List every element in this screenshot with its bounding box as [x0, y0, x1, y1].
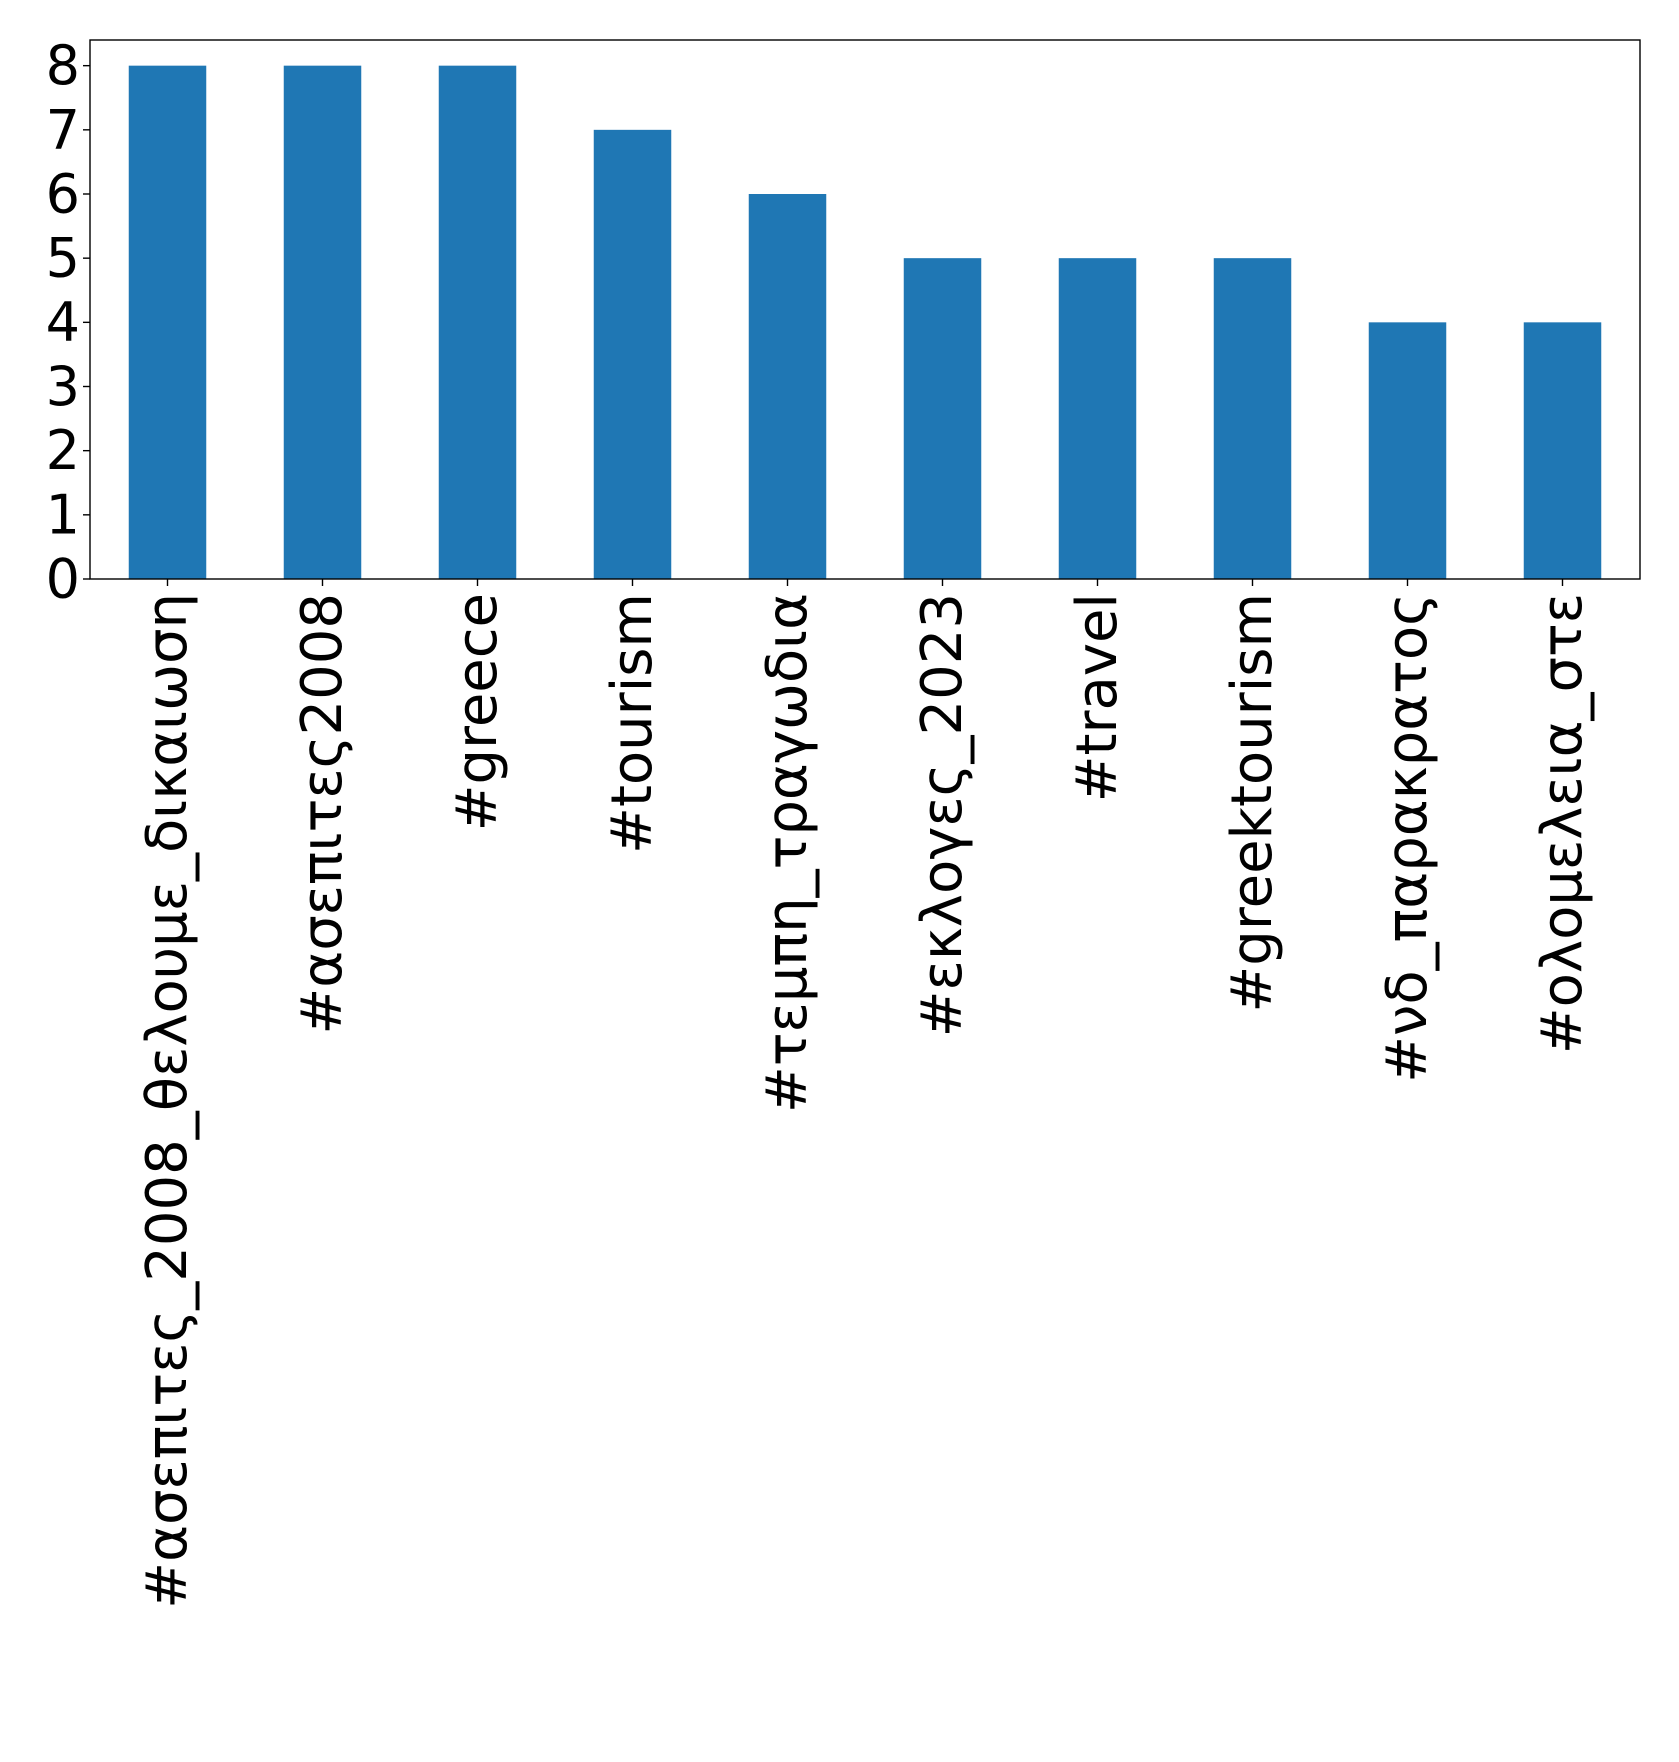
y-tick-label: 6 [46, 163, 80, 226]
x-tick-label: #ολομελεια_στε [1530, 593, 1595, 1054]
y-tick-label: 7 [46, 98, 80, 161]
x-tick-label: #νδ_παρακρατος [1375, 593, 1440, 1083]
bar-3 [438, 65, 517, 579]
bar-8 [1213, 258, 1292, 579]
bar-1 [128, 65, 207, 579]
x-tick-label: #εκλογες_2023 [910, 593, 975, 1037]
x-tick-label: #greece [445, 593, 510, 831]
bar-5 [748, 194, 827, 579]
x-axis-ticks: #ασεπιτες_2008_θελουμε_δικαιωση #ασεπιτες… [135, 579, 1595, 1609]
bars-layer [128, 65, 1602, 580]
y-tick-label: 8 [46, 34, 80, 97]
y-tick-label: 2 [46, 419, 80, 482]
plot-area-frame [89, 39, 1641, 580]
bar-2 [283, 65, 362, 579]
y-tick-label: 4 [46, 291, 80, 354]
bar-10 [1523, 322, 1602, 579]
y-tick-label: 0 [46, 548, 80, 611]
x-tick-label: #travel [1065, 593, 1130, 802]
x-tick-label: #tourism [600, 593, 665, 854]
bar-6 [903, 258, 982, 579]
y-tick-label: 1 [46, 483, 80, 546]
x-tick-label: #ασεπιτες_2008_θελουμε_δικαιωση [135, 593, 200, 1609]
bar-9 [1368, 322, 1447, 579]
x-tick-label: #greektourism [1220, 593, 1285, 1013]
bar-7 [1058, 258, 1137, 579]
x-tick-label: #ασεπιτες2008 [290, 593, 355, 1035]
y-tick-label: 3 [46, 355, 80, 418]
y-tick-label: 5 [46, 227, 80, 290]
bar-4 [593, 129, 672, 580]
x-tick-label: #τεμπη_τραγωδια [755, 593, 820, 1113]
